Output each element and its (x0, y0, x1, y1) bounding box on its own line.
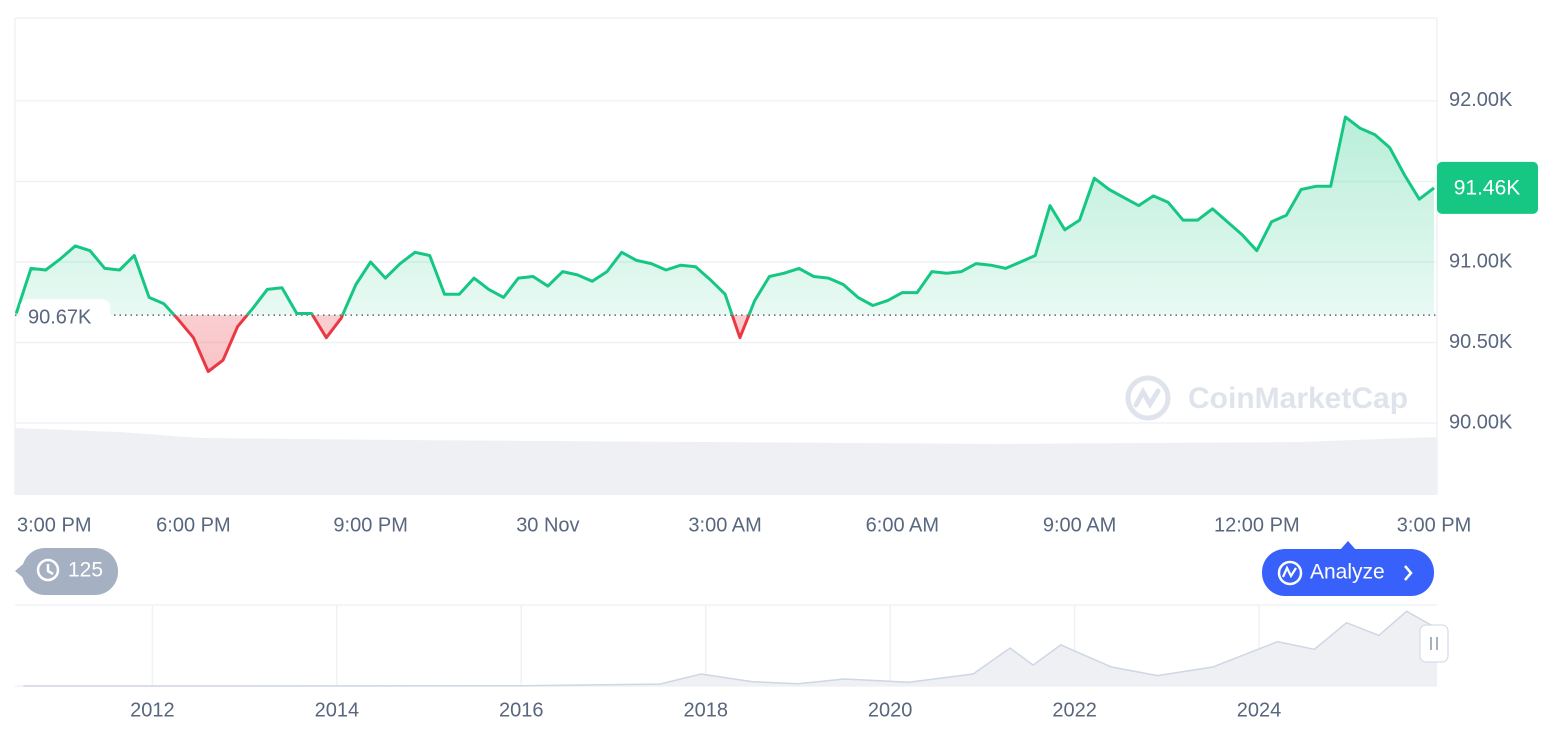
nav-line (23, 610, 1438, 687)
y-tick-label: 91.00K (1449, 250, 1513, 272)
nav-tick-label: 2014 (315, 699, 360, 721)
reference-label: 90.67K (28, 306, 92, 328)
x-tick-label: 9:00 PM (333, 514, 407, 536)
last-price-badge (1437, 161, 1538, 214)
nav-tick-label: 2012 (130, 699, 175, 721)
analyze-label: Analyze (1310, 561, 1385, 584)
history-count: 125 (68, 559, 103, 582)
x-tick-label: 3:00 PM (1397, 514, 1471, 536)
price-line-up (15, 115, 1435, 316)
plot-frame (14, 17, 1438, 495)
x-tick-label: 3:00 PM (17, 514, 91, 536)
x-tick-label: 30 Nov (516, 514, 579, 536)
navigator-handle[interactable] (1419, 624, 1449, 663)
y-tick-label: 90.00K (1449, 411, 1513, 433)
y-tick-label: 90.50K (1449, 331, 1513, 353)
area-down (174, 315, 749, 372)
x-tick-label: 9:00 AM (1043, 514, 1116, 536)
nav-tick-label: 2018 (683, 699, 728, 721)
volume-band (15, 428, 1437, 495)
watermark: CoinMarketCap (1125, 375, 1408, 421)
reference-badge (20, 299, 110, 332)
nav-tick-label: 2024 (1237, 699, 1282, 721)
x-tick-label: 6:00 PM (156, 514, 230, 536)
history-badge[interactable]: 125 (15, 548, 118, 595)
analyze-button[interactable]: Analyze (1262, 541, 1434, 596)
nav-tick-label: 2022 (1052, 699, 1097, 721)
watermark-text: CoinMarketCap (1188, 382, 1408, 415)
x-tick-label: 3:00 AM (688, 514, 761, 536)
x-tick-label: 12:00 PM (1214, 514, 1300, 536)
y-tick-label: 92.00K (1449, 89, 1513, 111)
area-up (16, 117, 1434, 316)
last-price-label: 91.46K (1454, 176, 1521, 199)
x-tick-label: 6:00 AM (866, 514, 939, 536)
nav-tick-label: 2016 (499, 699, 544, 721)
nav-area (23, 611, 1437, 686)
nav-tick-label: 2020 (868, 699, 913, 721)
